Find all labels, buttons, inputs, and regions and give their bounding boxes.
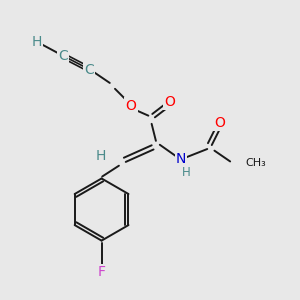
Text: O: O [164, 94, 175, 109]
Text: O: O [214, 116, 225, 130]
Text: C: C [85, 62, 94, 76]
Text: F: F [98, 265, 106, 279]
Text: H: H [96, 149, 106, 163]
Text: O: O [126, 98, 136, 112]
Text: H: H [32, 35, 42, 49]
Text: H: H [182, 167, 190, 179]
Text: N: N [176, 152, 186, 166]
Text: C: C [58, 49, 68, 63]
Text: CH₃: CH₃ [245, 158, 266, 168]
